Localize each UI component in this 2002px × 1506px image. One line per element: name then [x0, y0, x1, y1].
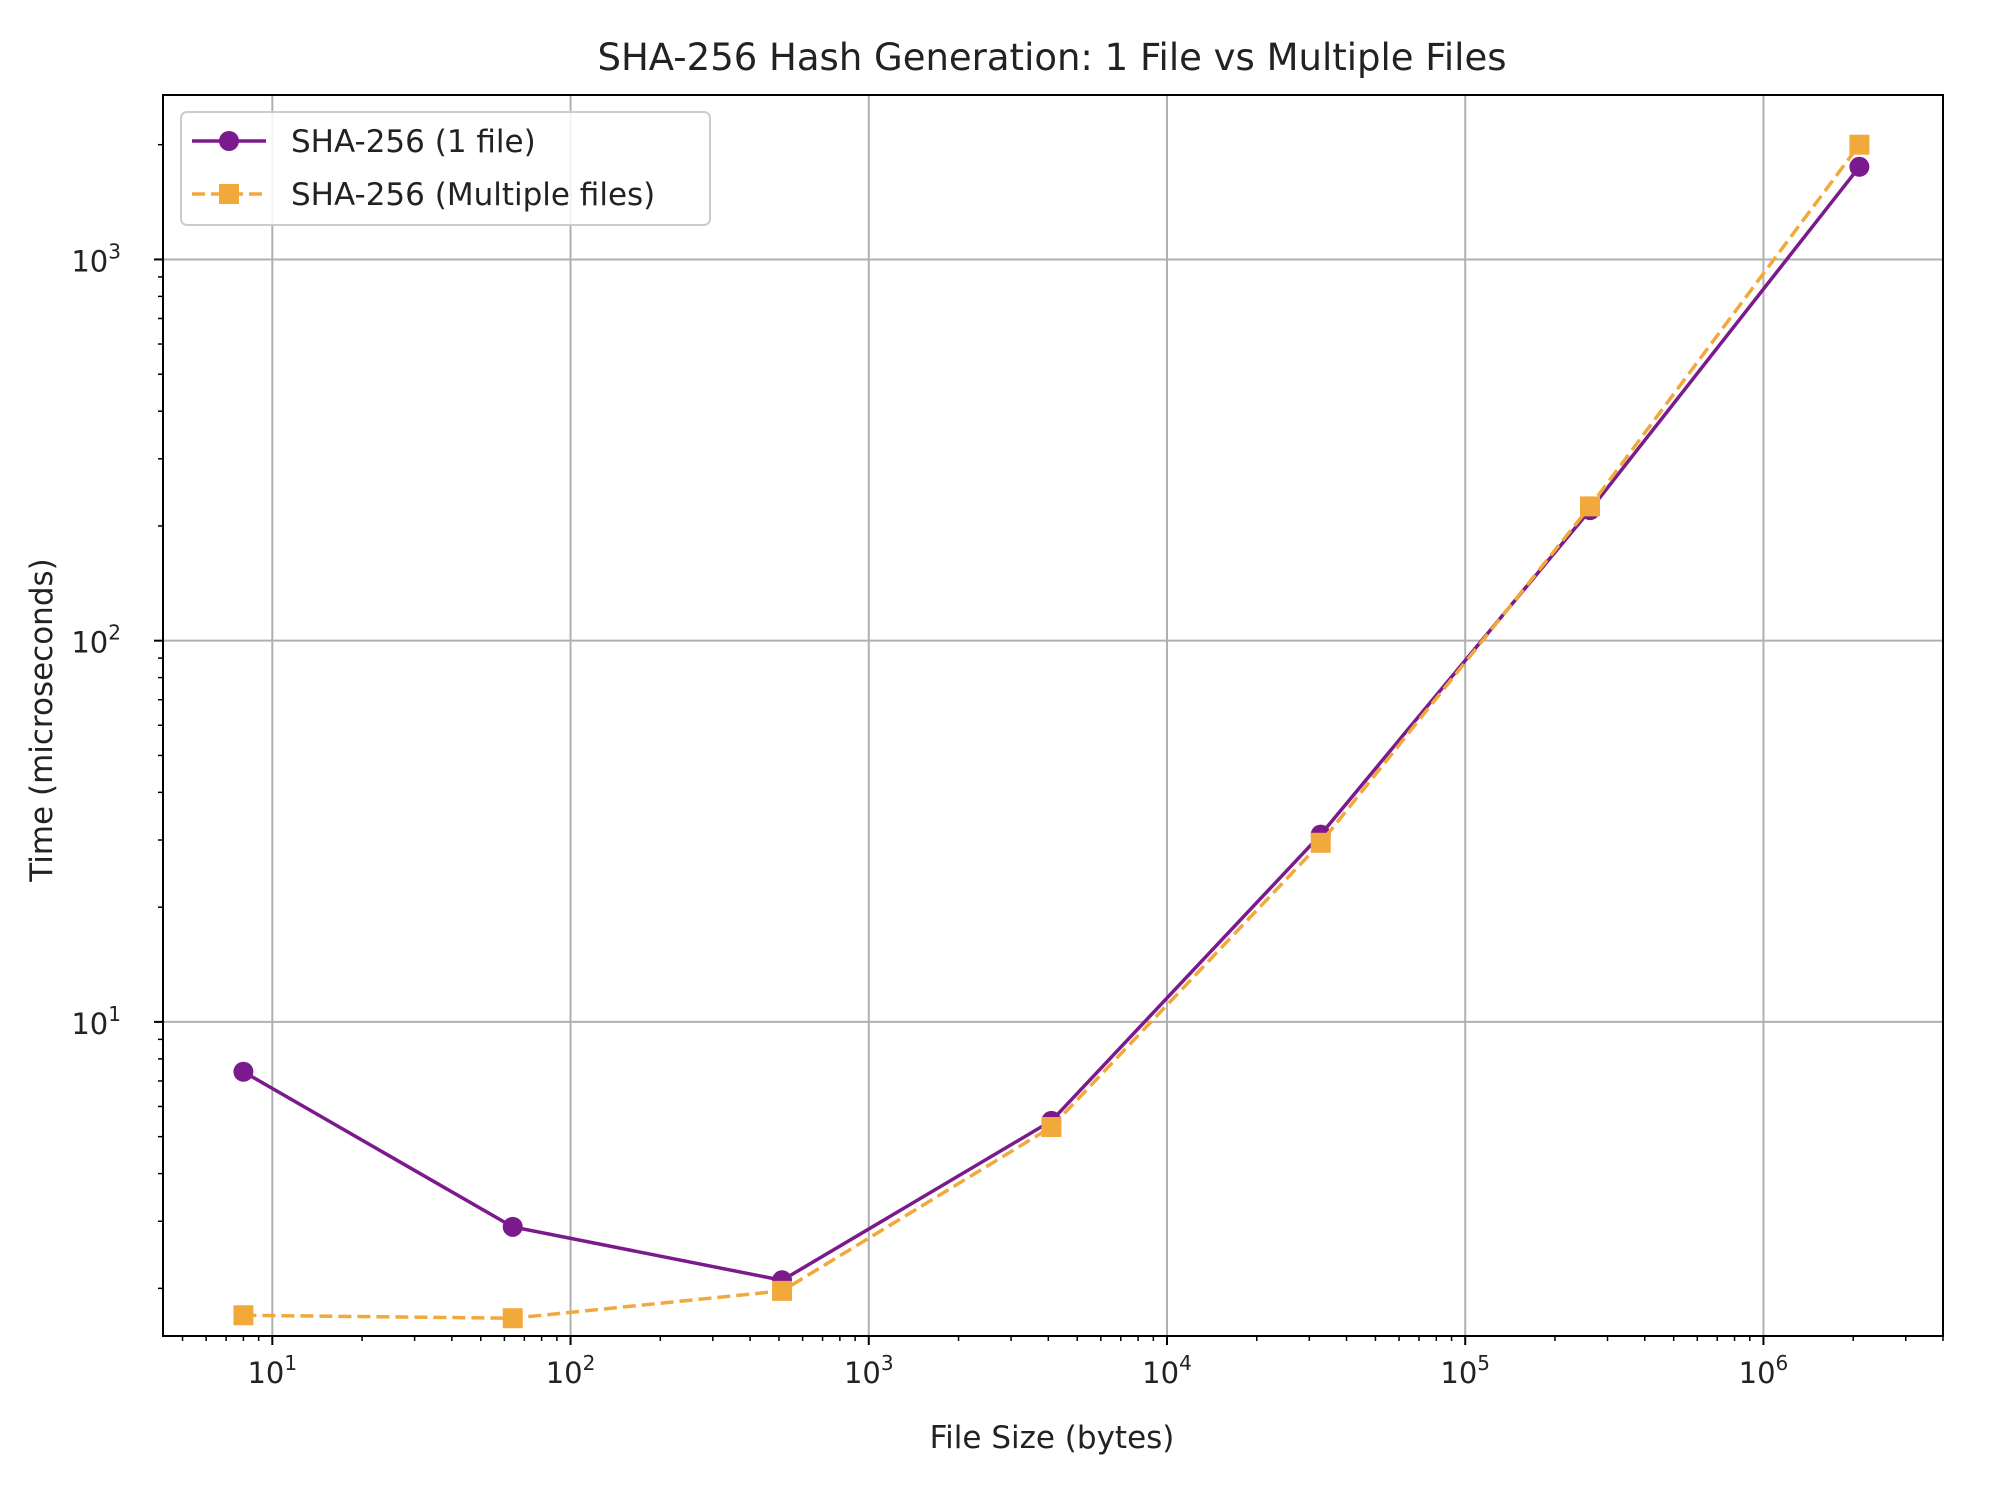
plot-series	[233, 134, 1870, 1329]
legend-frame	[180, 111, 711, 226]
series-multiple-files	[233, 134, 1870, 1329]
data-point-multiple-files	[233, 1305, 254, 1326]
axis-ticks: 101 102 103 104 105 106 101 102 103	[71, 143, 1944, 1390]
legend-marker-multiple-files	[219, 184, 239, 204]
x-tick-label: 102	[546, 1351, 596, 1390]
x-tick-label: 104	[1142, 1351, 1192, 1390]
legend-entry-multiple-files: SHA-256 (Multiple files)	[192, 177, 655, 213]
x-tick-label: 101	[247, 1351, 297, 1390]
data-point-multiple-files	[502, 1308, 523, 1329]
data-point-multiple-files	[1310, 832, 1331, 853]
y-tick-label: 102	[71, 621, 121, 660]
data-point-multiple-files	[772, 1280, 793, 1301]
x-tick-label: 106	[1739, 1351, 1789, 1390]
y-axis-label: Time (microseconds)	[24, 558, 60, 883]
chart-title: SHA-256 Hash Generation: 1 File vs Multi…	[598, 36, 1507, 79]
legend-label-multiple-files: SHA-256 (Multiple files)	[291, 177, 655, 213]
y-tick-label: 101	[71, 1002, 121, 1041]
data-point-multiple-files	[1041, 1117, 1062, 1138]
data-point-1-file	[502, 1216, 523, 1237]
data-point-multiple-files	[1849, 134, 1870, 155]
legend-marker-1-file	[219, 131, 239, 151]
x-axis-label: File Size (bytes)	[930, 1420, 1175, 1456]
legend: SHA-256 (1 file) SHA-256 (Multiple files…	[180, 111, 711, 226]
x-tick-label: 105	[1440, 1351, 1490, 1390]
plot-area-frame	[162, 94, 1944, 1337]
data-point-1-file	[1849, 156, 1870, 177]
x-tick-label: 103	[844, 1351, 894, 1390]
legend-label-1-file: SHA-256 (1 file)	[291, 124, 536, 160]
grid	[163, 95, 1943, 1336]
legend-entry-1-file: SHA-256 (1 file)	[192, 124, 536, 160]
data-point-multiple-files	[1580, 496, 1601, 517]
data-point-1-file	[233, 1061, 254, 1082]
y-tick-label: 103	[71, 239, 121, 278]
